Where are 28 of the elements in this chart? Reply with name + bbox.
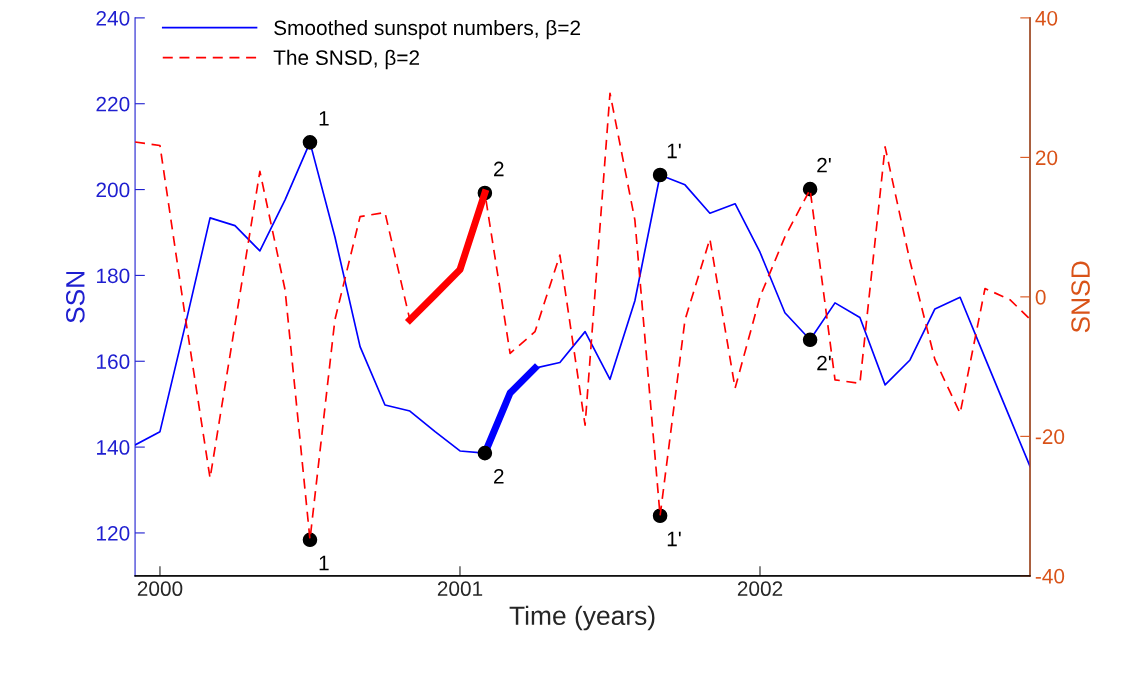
- y-tick-label: 220: [96, 96, 130, 112]
- y2-tick-label: -40: [1035, 568, 1065, 584]
- annotation: 2: [494, 468, 504, 484]
- legend-label: Smoothed sunspot numbers, β=2: [274, 19, 581, 40]
- y-axis-title: SSN: [65, 271, 85, 323]
- y2-tick-label: 40: [1035, 10, 1058, 26]
- annotation: 1': [667, 143, 681, 159]
- annotation: 1: [319, 555, 329, 571]
- annotation: 1': [667, 531, 681, 547]
- x-axis-title: Time (years): [509, 605, 655, 631]
- x-tick-label: 2000: [137, 581, 183, 597]
- y2-tick-label: 20: [1035, 150, 1058, 166]
- y-tick-label: 120: [97, 525, 130, 541]
- annotation: 2': [817, 355, 831, 371]
- y-tick-label: 180: [97, 268, 130, 284]
- y-tick-label: 200: [96, 182, 130, 198]
- y-tick-label: 140: [97, 440, 130, 455]
- annotation: 1: [319, 111, 329, 126]
- y2-tick-label: -20: [1035, 429, 1065, 445]
- y2-tick-label: 0: [1035, 289, 1046, 305]
- legend-label: The SNSD, β=2: [273, 49, 420, 70]
- y-tick-label: 160: [97, 354, 130, 370]
- annotation: 2': [817, 157, 831, 173]
- x-tick-label: 2001: [437, 581, 483, 597]
- x-tick-label: 2002: [737, 581, 783, 597]
- y-tick-label: 240: [96, 10, 130, 26]
- annotation: 2: [494, 161, 504, 177]
- y2-axis-title: SNSD: [1071, 261, 1090, 333]
